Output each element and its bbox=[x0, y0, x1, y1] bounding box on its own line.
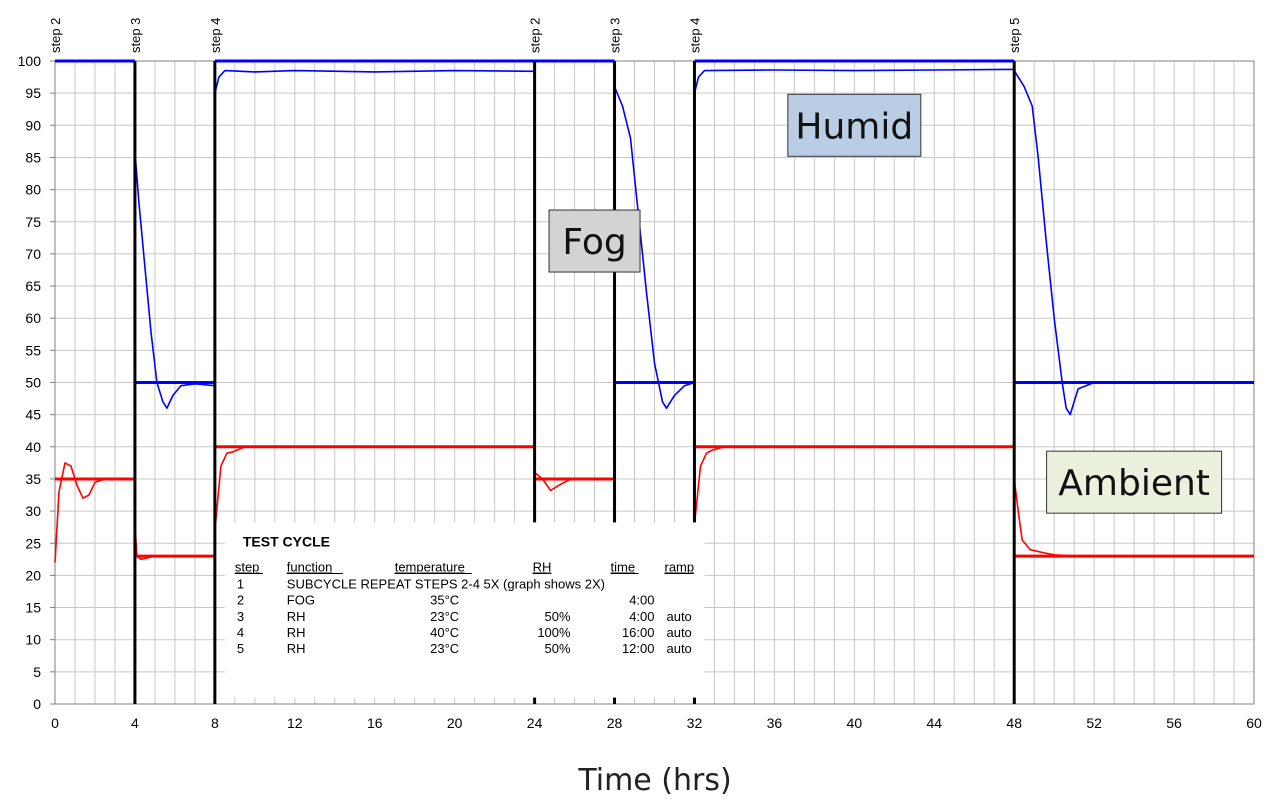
step-label: step 2 bbox=[528, 18, 543, 53]
table-cell-time: 16:00 bbox=[622, 625, 655, 640]
table-cell-temperature: 23°C bbox=[430, 609, 459, 624]
x-tick-label: 20 bbox=[447, 715, 463, 731]
x-tick-label: 44 bbox=[926, 715, 942, 731]
table-header-time: time bbox=[611, 560, 636, 575]
table-header-function: function bbox=[287, 560, 333, 575]
y-tick-label: 10 bbox=[25, 632, 41, 648]
y-tick-label: 60 bbox=[25, 310, 41, 326]
y-tick-label: 80 bbox=[25, 182, 41, 198]
table-cell-temperature: 35°C bbox=[430, 592, 459, 607]
y-tick-label: 85 bbox=[25, 149, 41, 165]
table-cell-rh: 50% bbox=[545, 641, 571, 656]
temperature-measured-line bbox=[1013, 478, 1254, 557]
y-tick-label: 45 bbox=[25, 407, 41, 423]
table-cell-time: 4:00 bbox=[629, 592, 654, 607]
humidity-measured-line bbox=[693, 68, 1015, 94]
table-cell-time: 4:00 bbox=[629, 609, 654, 624]
table-cell-step: 2 bbox=[237, 592, 244, 607]
x-tick-label: 48 bbox=[1006, 715, 1022, 731]
callout-layer: Fog Humid Ambient bbox=[548, 93, 1223, 514]
table-cell-step: 4 bbox=[237, 625, 244, 640]
table-title: TEST CYCLE bbox=[243, 533, 330, 549]
table-cell-rh: 50% bbox=[545, 609, 571, 624]
table-header-step: step bbox=[235, 560, 260, 575]
x-tick-label: 40 bbox=[847, 715, 863, 731]
step-label: step 3 bbox=[608, 18, 623, 53]
table-cell-step: 5 bbox=[237, 641, 244, 656]
table-cell-function: RH bbox=[287, 609, 306, 624]
x-tick-label: 12 bbox=[287, 715, 303, 731]
step-label: step 2 bbox=[48, 18, 63, 53]
callout-label-humid: Humid bbox=[795, 106, 913, 147]
x-tick-label: 4 bbox=[131, 715, 139, 731]
y-tick-label: 20 bbox=[25, 567, 41, 583]
x-tick-label: 56 bbox=[1166, 715, 1182, 731]
table-cell-function: RH bbox=[287, 641, 306, 656]
y-tick-label: 75 bbox=[25, 214, 41, 230]
humidity-measured-line bbox=[134, 150, 215, 410]
temperature-measured-line bbox=[214, 445, 535, 531]
x-tick-label: 32 bbox=[687, 715, 703, 731]
table-cell-function: FOG bbox=[287, 592, 315, 607]
table-cell-step: 3 bbox=[237, 609, 244, 624]
x-tick-label: 8 bbox=[211, 715, 219, 731]
callout-label-fog: Fog bbox=[562, 222, 626, 263]
x-tick-label: 24 bbox=[527, 715, 543, 731]
table-cell-step: 1 bbox=[237, 576, 244, 591]
temperature-measured-line bbox=[693, 445, 1015, 525]
y-tick-label: 100 bbox=[18, 53, 42, 69]
y-tick-label: 90 bbox=[25, 117, 41, 133]
y-tick-label: 35 bbox=[25, 471, 41, 487]
x-tick-label: 52 bbox=[1086, 715, 1102, 731]
table-cell-rh: 100% bbox=[537, 625, 571, 640]
table-header-temperature: temperature bbox=[395, 560, 465, 575]
y-tick-label: 25 bbox=[25, 535, 41, 551]
x-tick-label: 16 bbox=[367, 715, 383, 731]
x-tick-label: 28 bbox=[607, 715, 623, 731]
table-header-ramp: ramp bbox=[664, 560, 694, 575]
table-cell-temperature: 23°C bbox=[430, 641, 459, 656]
y-tick-label: 0 bbox=[33, 696, 41, 712]
step-label: step 4 bbox=[687, 18, 702, 53]
table-cell-function: RH bbox=[287, 625, 306, 640]
table-cell-temperature: 40°C bbox=[430, 625, 459, 640]
table-cell-ramp: auto bbox=[666, 625, 691, 640]
temperature-measured-line bbox=[534, 471, 615, 492]
y-tick-label: 5 bbox=[33, 664, 41, 680]
callout-box-humid bbox=[787, 93, 922, 157]
y-tick-label: 15 bbox=[25, 600, 41, 616]
series-layer bbox=[54, 59, 1254, 563]
y-tick-label: 40 bbox=[25, 439, 41, 455]
humidity-measured-line bbox=[613, 86, 695, 410]
test-cycle-table: TEST CYCLE step function temperature RH time r… bbox=[224, 522, 705, 698]
table-cell-time: 12:00 bbox=[622, 641, 655, 656]
y-tick-label: 65 bbox=[25, 278, 41, 294]
y-tick-label: 30 bbox=[25, 503, 41, 519]
x-tick-label: 60 bbox=[1246, 715, 1262, 731]
x-tick-label: 36 bbox=[767, 715, 783, 731]
y-tick-label: 50 bbox=[25, 375, 41, 391]
humidity-measured-line bbox=[214, 69, 535, 94]
axis-layer: 0 4 8 12 16 20 24 28 32 36 40 44 48 52 56 6005101520253… bbox=[18, 53, 1262, 731]
table-background bbox=[224, 522, 705, 698]
table-header-RH: RH bbox=[533, 560, 552, 575]
x-tick-label: 0 bbox=[51, 715, 59, 731]
step-label: step 3 bbox=[128, 18, 143, 53]
table-cell-ramp: auto bbox=[666, 609, 691, 624]
step-label: step 5 bbox=[1007, 18, 1022, 53]
temperature-measured-line bbox=[54, 462, 135, 563]
callout-box-fog bbox=[548, 209, 641, 273]
x-axis-label: Time (hrs) bbox=[577, 763, 731, 798]
callout-box-ambient bbox=[1046, 450, 1223, 514]
callout-label-ambient: Ambient bbox=[1058, 463, 1210, 504]
step-label: step 4 bbox=[208, 18, 223, 53]
y-tick-label: 95 bbox=[25, 85, 41, 101]
table-cell-ramp: auto bbox=[666, 641, 691, 656]
table-cell-function: SUBCYCLE REPEAT STEPS 2-4 5X (graph show… bbox=[287, 576, 605, 591]
y-tick-label: 55 bbox=[25, 342, 41, 358]
y-tick-label: 70 bbox=[25, 246, 41, 262]
humidity-measured-line bbox=[1013, 70, 1254, 416]
